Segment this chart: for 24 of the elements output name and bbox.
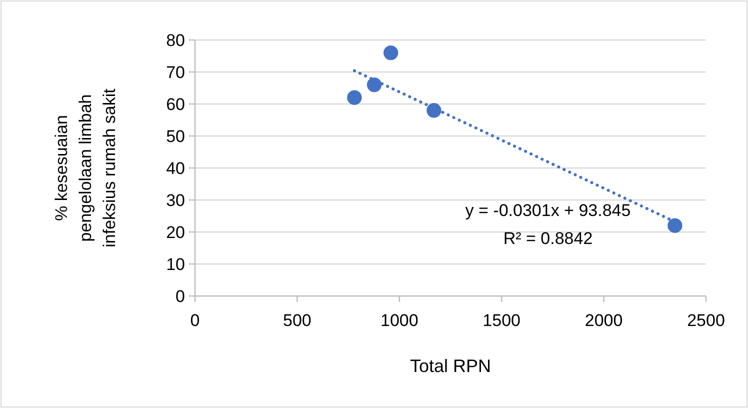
x-tick-label: 2500 <box>687 311 725 330</box>
y-tick-label: 70 <box>166 62 185 82</box>
annotation: R² = 0.8842 <box>503 229 593 248</box>
y-axis-title: % kesesuaian pengelolaan limbah infeksius rumah sakit <box>52 88 119 248</box>
y-tick-label: 80 <box>166 30 185 50</box>
x-tick-label: 1000 <box>380 311 418 330</box>
point <box>366 77 382 92</box>
y-tick-label: 60 <box>166 94 185 114</box>
y-tick-label: 10 <box>166 254 185 274</box>
x-tick-label: 500 <box>283 311 312 330</box>
y-tick-label: 20 <box>166 222 185 242</box>
y-tick-label: 40 <box>166 158 185 178</box>
point <box>426 103 442 118</box>
y-tick-label: 30 <box>166 190 185 210</box>
x-axis-title: Total RPN <box>410 356 492 376</box>
y-tick-label: 50 <box>166 126 185 146</box>
x-tick-label: 2000 <box>584 311 623 330</box>
x-tick-label: 1500 <box>482 311 521 330</box>
annotation: y = -0.0301x + 93.845 <box>465 201 631 220</box>
point <box>347 90 362 105</box>
x-tick-label: 0 <box>190 311 200 330</box>
point <box>668 218 682 233</box>
point <box>383 45 398 60</box>
y-tick-label: 0 <box>176 286 185 306</box>
